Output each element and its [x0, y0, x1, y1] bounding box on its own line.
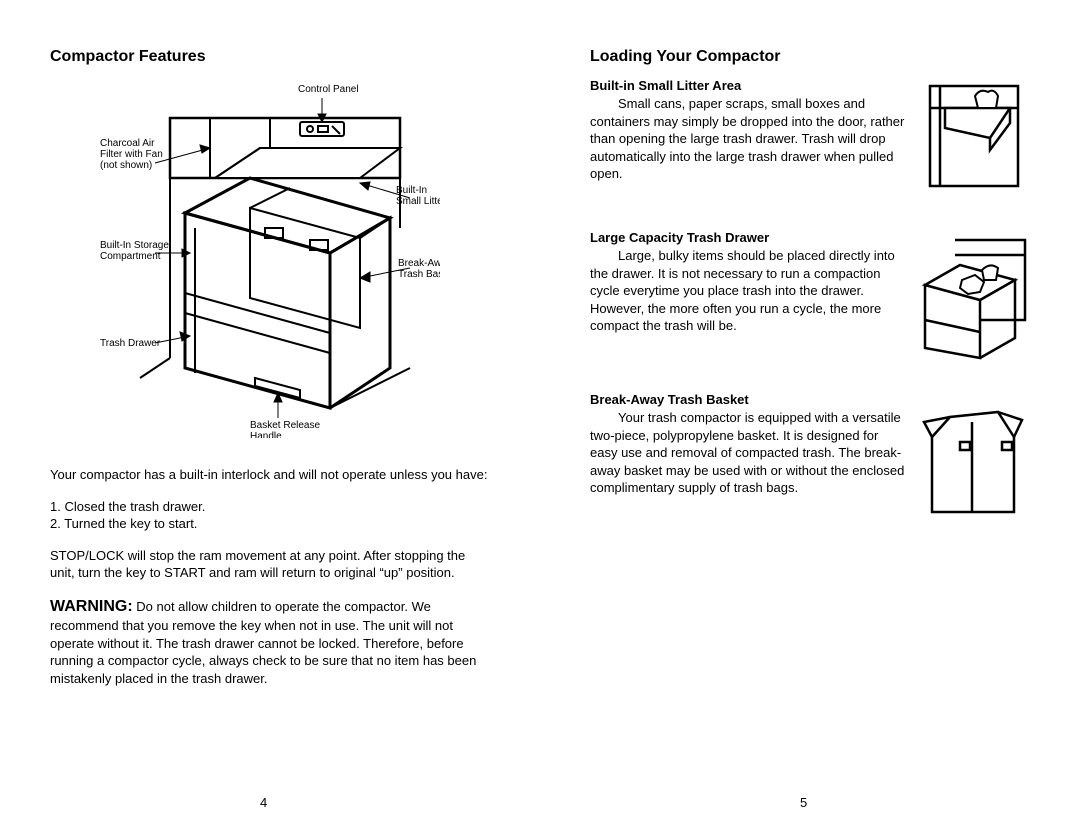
- basket-icon: [920, 392, 1030, 522]
- heading-loading: Loading Your Compactor: [590, 48, 1030, 66]
- heading-features: Compactor Features: [50, 48, 490, 66]
- label-basket-release: Basket Release Handle: [250, 420, 323, 438]
- list-item: 1. Closed the trash drawer.: [50, 498, 490, 516]
- stop-lock-text: STOP/LOCK will stop the ram movement at …: [50, 547, 490, 582]
- warning-label: WARNING:: [50, 598, 133, 615]
- section-breakaway-basket: Break-Away Trash Basket Your trash compa…: [590, 392, 1030, 522]
- label-control-panel: Control Panel: [298, 84, 359, 95]
- label-storage: Built-In Storage Compartment: [100, 240, 172, 262]
- s2-title: Large Capacity Trash Drawer: [590, 230, 906, 245]
- section-trash-drawer: Large Capacity Trash Drawer Large, bulky…: [590, 230, 1030, 360]
- page-number: 4: [260, 795, 267, 810]
- warning-paragraph: WARNING: Do not allow children to operat…: [50, 596, 490, 688]
- interlock-list: 1. Closed the trash drawer. 2. Turned th…: [50, 498, 490, 533]
- section-litter-area: Built-in Small Litter Area Small cans, p…: [590, 78, 1030, 198]
- label-charcoal: Charcoal Air Filter with Fan (not shown): [100, 138, 166, 171]
- litter-area-icon: [920, 78, 1030, 198]
- label-trash-drawer: Trash Drawer: [100, 338, 161, 349]
- page-number: 5: [800, 795, 807, 810]
- compactor-diagram: Control Panel Charcoal Air Filter with F…: [100, 78, 440, 438]
- label-builtin-litter: Built-In Small Litter Area: [396, 185, 440, 207]
- s1-title: Built-in Small Litter Area: [590, 78, 906, 93]
- list-item: 2. Turned the key to start.: [50, 515, 490, 533]
- intro-text: Your compactor has a built-in interlock …: [50, 466, 490, 484]
- page-right: Loading Your Compactor Built-in Small Li…: [540, 0, 1080, 834]
- s2-body: Large, bulky items should be placed dire…: [590, 247, 906, 335]
- trash-drawer-icon: [920, 230, 1030, 360]
- label-breakaway: Break-Away Trash Basket: [398, 258, 440, 280]
- s3-title: Break-Away Trash Basket: [590, 392, 906, 407]
- page-left: Compactor Features: [0, 0, 540, 834]
- s1-body: Small cans, paper scraps, small boxes an…: [590, 95, 906, 183]
- s3-body: Your trash compactor is equipped with a …: [590, 409, 906, 497]
